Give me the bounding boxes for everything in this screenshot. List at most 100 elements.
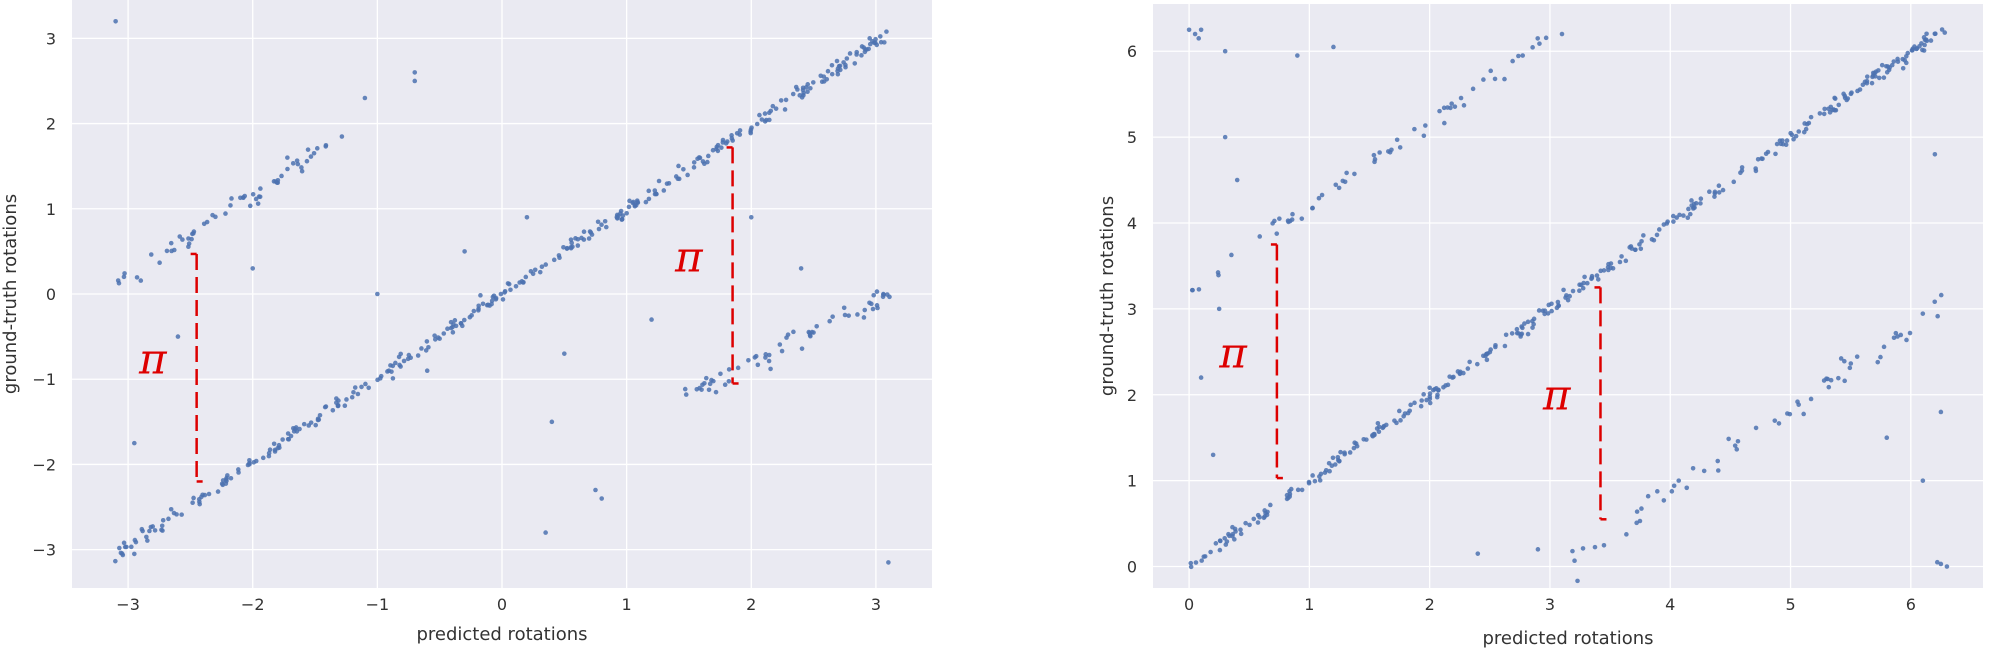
data-point [1808, 114, 1814, 120]
data-point [799, 346, 805, 351]
data-point [1774, 141, 1780, 147]
data-point [1907, 330, 1913, 336]
data-point [1255, 520, 1261, 525]
data-point [643, 199, 649, 205]
data-point [1827, 110, 1833, 115]
data-point [1201, 554, 1207, 559]
y-tick-label: −2 [32, 455, 56, 474]
data-point [1938, 409, 1944, 415]
data-point [1340, 178, 1346, 184]
data-point [844, 56, 850, 61]
data-point [1186, 27, 1192, 33]
data-point [294, 158, 300, 163]
data-point [1570, 288, 1576, 294]
data-point [1565, 297, 1571, 303]
x-tick-label: 5 [1785, 595, 1795, 614]
data-point [569, 240, 574, 246]
data-point [285, 431, 291, 436]
data-point [1942, 30, 1948, 35]
data-point [754, 121, 760, 127]
data-point [204, 219, 210, 225]
data-point [564, 246, 570, 251]
data-point [1572, 558, 1577, 564]
data-point [223, 211, 228, 216]
data-point [702, 380, 707, 386]
x-axis-label: predicted rotations [1482, 628, 1653, 649]
data-point [1838, 356, 1844, 361]
data-point [1405, 410, 1411, 416]
data-point [1832, 96, 1838, 101]
data-point [1434, 394, 1440, 400]
data-point [1318, 471, 1324, 477]
data-point [691, 165, 697, 170]
y-axis-label: ground-truth rotations [1097, 196, 1118, 396]
data-point [423, 348, 429, 353]
data-point [478, 293, 483, 298]
data-point [706, 153, 711, 159]
annotation-label: π [674, 232, 704, 281]
data-point [722, 382, 728, 388]
data-point [1196, 287, 1202, 292]
data-point [506, 281, 512, 287]
data-point [777, 342, 783, 347]
data-point [1671, 483, 1677, 489]
data-point [1878, 354, 1883, 360]
data-point [1199, 558, 1205, 563]
data-point [250, 266, 256, 271]
data-point [1514, 330, 1520, 336]
data-point [1217, 547, 1223, 553]
data-point [1857, 87, 1863, 92]
data-point [1875, 359, 1881, 365]
data-point [295, 161, 301, 167]
data-point [308, 420, 314, 425]
data-point [1801, 411, 1806, 417]
data-point [1689, 198, 1694, 203]
data-point [1715, 468, 1721, 473]
data-point [1299, 216, 1305, 221]
data-point [1372, 159, 1377, 165]
data-point [197, 501, 202, 507]
data-point [1932, 151, 1938, 157]
data-point [1606, 261, 1611, 267]
data-point [1909, 48, 1915, 53]
data-point [220, 482, 226, 488]
data-point [191, 495, 196, 501]
data-point [362, 95, 368, 101]
data-point [1885, 64, 1891, 69]
data-point [285, 166, 290, 172]
data-point [1229, 252, 1234, 258]
data-point [419, 346, 424, 351]
data-point [299, 168, 305, 174]
data-point [1234, 177, 1240, 183]
data-point [1310, 205, 1315, 211]
data-point [543, 530, 548, 535]
data-point [251, 460, 257, 465]
data-point [1689, 203, 1694, 208]
data-point [1371, 432, 1376, 437]
pi-annotation: π [1542, 286, 1607, 521]
data-point [1649, 237, 1655, 242]
data-point [1654, 232, 1660, 238]
data-point [1434, 386, 1439, 391]
data-point [157, 260, 162, 266]
data-point [1634, 509, 1640, 514]
data-point [396, 354, 402, 360]
data-point [773, 106, 779, 111]
data-point [1535, 36, 1541, 41]
data-point [1230, 524, 1235, 530]
data-point [315, 416, 321, 422]
x-tick-label: 4 [1665, 595, 1675, 614]
data-point [1447, 374, 1452, 379]
data-point [168, 506, 174, 512]
data-point [766, 110, 772, 116]
data-point [843, 62, 848, 68]
data-point [1842, 378, 1847, 384]
data-point [1879, 62, 1885, 68]
data-point [1361, 436, 1367, 442]
data-point [1684, 485, 1690, 491]
data-point [1418, 403, 1424, 409]
data-point [334, 400, 339, 406]
data-point [726, 367, 732, 372]
data-point [1944, 564, 1950, 569]
data-point [1793, 133, 1799, 139]
